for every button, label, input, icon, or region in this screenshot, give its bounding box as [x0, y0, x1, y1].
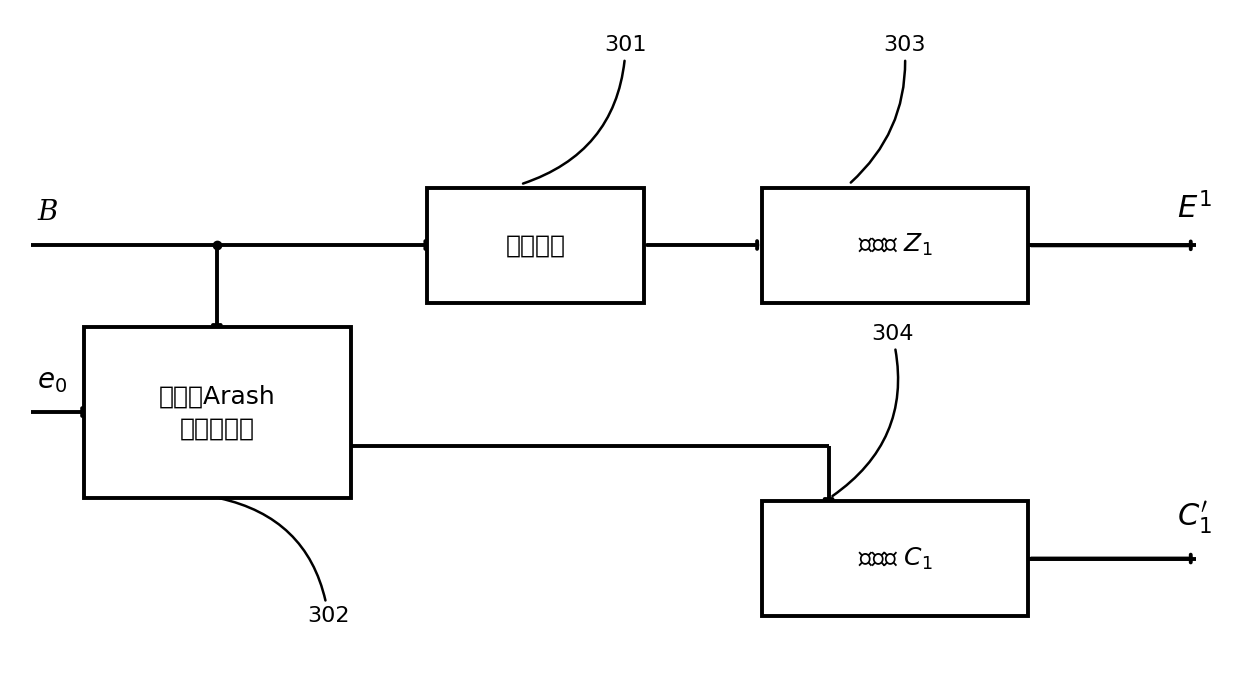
Text: 移位模块: 移位模块: [506, 233, 566, 258]
Text: $e_0$: $e_0$: [37, 367, 67, 395]
Bar: [762, 188, 1028, 303]
Text: 302: 302: [219, 498, 349, 626]
Text: 301: 301: [523, 35, 647, 184]
Text: 改进的Arash
乘法器模块: 改进的Arash 乘法器模块: [159, 385, 276, 440]
Text: B: B: [37, 198, 57, 226]
Bar: [427, 188, 644, 303]
Bar: [762, 501, 1028, 616]
Text: $E^1$: $E^1$: [1177, 193, 1212, 225]
Text: 寄存器 $C_1$: 寄存器 $C_1$: [857, 546, 933, 571]
Text: $C_1'$: $C_1'$: [1177, 500, 1212, 537]
Bar: [84, 327, 351, 498]
Text: 304: 304: [833, 324, 913, 496]
Text: 303: 303: [851, 35, 926, 182]
Text: 寄存器 $Z_1$: 寄存器 $Z_1$: [857, 232, 933, 258]
